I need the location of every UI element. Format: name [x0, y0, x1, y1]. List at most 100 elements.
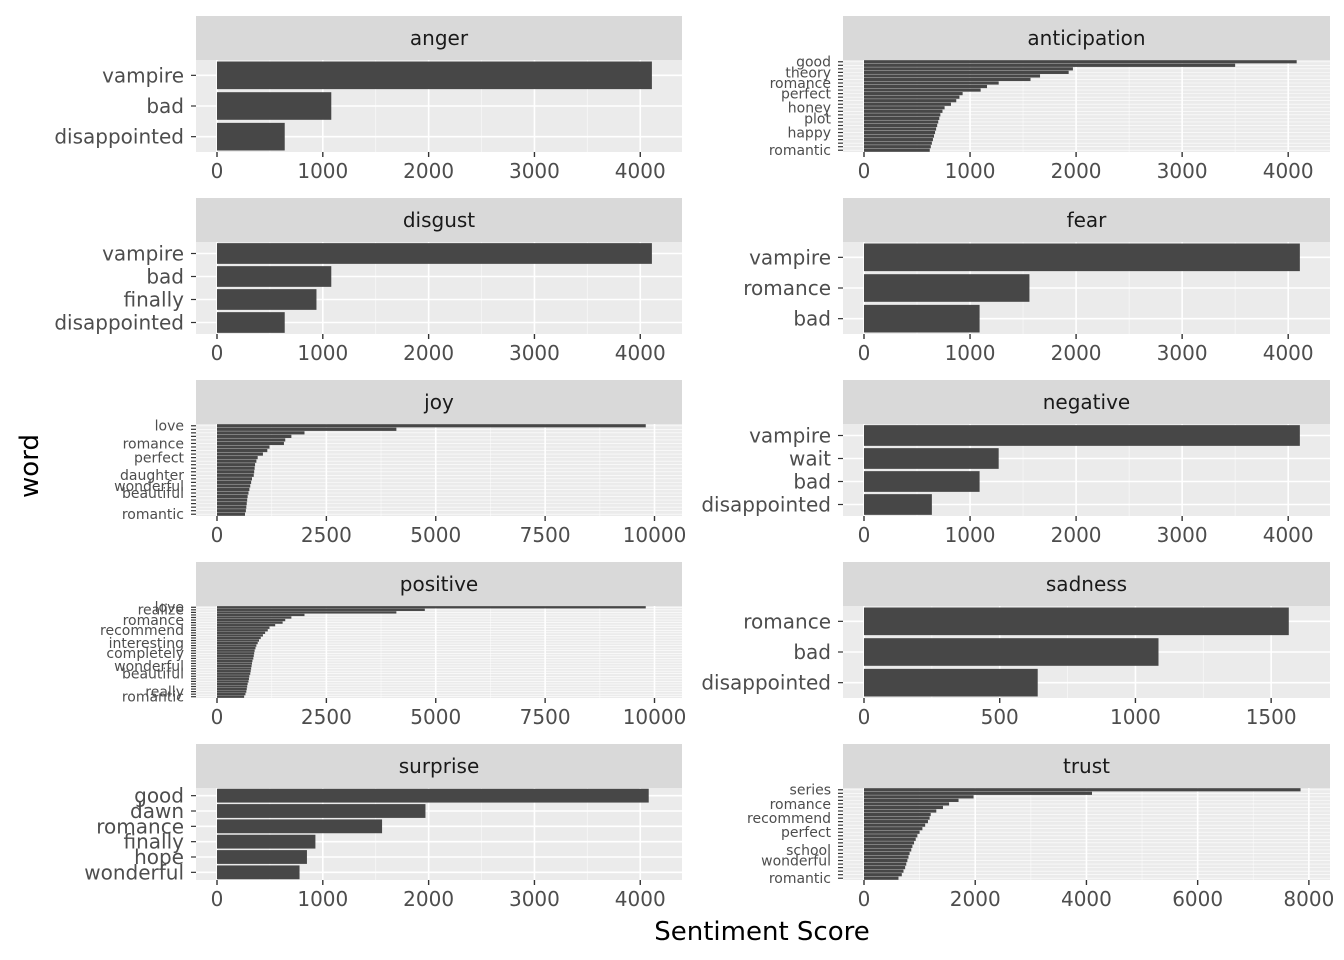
facet-strip-label: sadness [1046, 572, 1127, 596]
bar-anticipation-11 [864, 99, 957, 103]
bar-joy-1 [217, 427, 397, 431]
y-tick-label: hope [134, 845, 184, 869]
bar-positive-3 [217, 613, 305, 617]
y-tick-label: romance [770, 797, 831, 813]
x-tick-label: 3000 [509, 341, 560, 365]
y-tick-label: recommend [100, 623, 184, 639]
x-tick-label: 2000 [1051, 341, 1102, 365]
bar-fear-1 [864, 274, 1030, 302]
y-tick-label: vampire [749, 424, 831, 448]
bar-anticipation-19 [864, 127, 937, 131]
y-tick-label: bad [146, 94, 184, 118]
x-tick-label: 4000 [615, 159, 666, 183]
bar-trust-14 [864, 837, 916, 841]
bar-disgust-2 [217, 289, 317, 310]
bar-anticipation-24 [864, 145, 931, 149]
bar-trust-1 [864, 791, 1092, 795]
bar-positive-13 [217, 639, 259, 642]
bar-trust-18 [864, 851, 910, 856]
bar-joy-24 [217, 509, 246, 513]
y-tick-label: plot [804, 111, 831, 127]
y-tick-label: recommend [747, 811, 831, 827]
bar-positive-35 [217, 695, 245, 698]
bar-joy-17 [217, 484, 251, 488]
bar-trust-5 [864, 805, 943, 810]
bar-joy-5 [217, 441, 284, 446]
facet-strip-label: trust [1063, 754, 1110, 778]
y-tick-label: daughter [120, 468, 184, 484]
bar-surprise-2 [217, 819, 383, 834]
bar-trust-24 [864, 873, 902, 877]
bar-anticipation-2 [864, 67, 1073, 71]
y-tick-label: school [786, 843, 831, 859]
bar-joy-7 [217, 448, 268, 453]
bar-trust-3 [864, 798, 959, 802]
bar-negative-3 [864, 494, 932, 515]
facet-strip-label: surprise [399, 754, 480, 778]
bar-trust-9 [864, 820, 928, 824]
y-tick-label: completely [106, 646, 184, 662]
bar-joy-12 [217, 466, 255, 470]
x-tick-label: 0 [858, 705, 871, 729]
bar-sadness-2 [864, 668, 1038, 697]
y-tick-label: wonderful [761, 853, 831, 869]
bar-anticipation-3 [864, 70, 1069, 74]
x-tick-label: 2000 [1051, 523, 1102, 547]
bar-anticipation-14 [864, 109, 943, 113]
bar-joy-22 [217, 502, 247, 506]
bar-positive-30 [217, 682, 248, 686]
bar-trust-25 [864, 876, 899, 880]
x-tick-label: 0 [858, 159, 871, 183]
x-tick-label: 10000 [623, 705, 687, 729]
y-tick-label: romantic [769, 143, 831, 159]
facet-strip [843, 562, 1330, 606]
bar-trust-2 [864, 795, 974, 799]
bar-positive-34 [217, 693, 246, 696]
x-tick-label: 7500 [520, 523, 571, 547]
x-tick-label: 2000 [403, 887, 454, 911]
y-tick-label: romantic [122, 507, 184, 523]
y-tick-label: interesting [109, 636, 184, 652]
facet-strip [196, 16, 682, 60]
facet-panel-disgust: disgust 0 1000 2000 3000 4000 vampirebadfinall… [54, 198, 682, 365]
y-tick-label: series [790, 783, 831, 799]
x-axis-title: Sentiment Score [654, 917, 869, 947]
x-tick-label: 7500 [520, 705, 571, 729]
bar-fear-2 [864, 304, 980, 333]
x-tick-label: 4000 [1263, 523, 1314, 547]
facet-panel-anger: anger 0 1000 2000 3000 4000 vampire bad disappoi… [54, 16, 682, 183]
facet-strip-label: anger [410, 26, 469, 50]
bar-anticipation-9 [864, 92, 963, 96]
bar-anticipation-0 [864, 60, 1297, 64]
facet-strip [843, 380, 1330, 424]
bar-anticipation-22 [864, 138, 933, 142]
bar-joy-9 [217, 456, 258, 460]
bar-anticipation-17 [864, 120, 939, 124]
facet-strip-label: positive [400, 572, 478, 596]
x-tick-label: 500 [981, 705, 1019, 729]
y-tick-label: romance [96, 814, 184, 838]
bar-surprise-0 [217, 788, 649, 803]
y-tick-label: romantic [769, 871, 831, 887]
x-tick-label: 4000 [1263, 159, 1314, 183]
x-tick-label: 1500 [1246, 705, 1297, 729]
x-tick-label: 2500 [301, 705, 352, 729]
bar-positive-32 [217, 687, 247, 691]
facet-strip-label: anticipation [1027, 26, 1145, 50]
bar-fear-0 [864, 243, 1300, 272]
bar-positive-25 [217, 670, 251, 673]
facet-panel-negative: negative 0 1000 2000 3000 4000 vampirewaitbadd… [701, 380, 1330, 547]
x-tick-label: 2000 [403, 341, 454, 365]
bar-trust-4 [864, 802, 950, 806]
bar-disgust-1 [217, 266, 332, 287]
bar-positive-21 [217, 659, 253, 663]
bar-trust-0 [864, 788, 1301, 792]
x-tick-label: 0 [211, 341, 224, 365]
y-tick-label: vampire [102, 63, 184, 87]
y-tick-label: good [796, 55, 831, 71]
y-tick-label: good [134, 784, 184, 808]
bar-positive-18 [217, 652, 255, 655]
